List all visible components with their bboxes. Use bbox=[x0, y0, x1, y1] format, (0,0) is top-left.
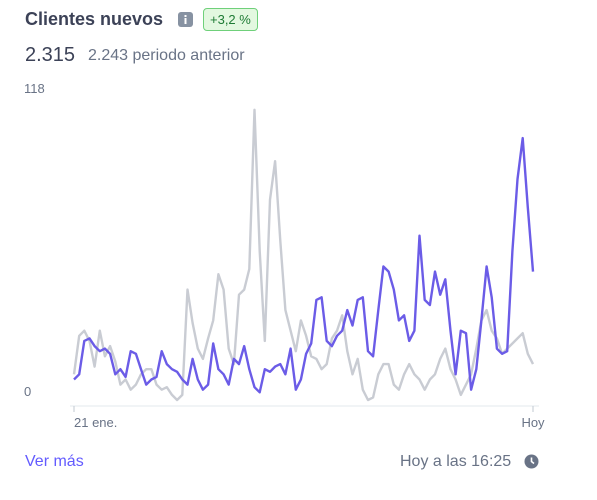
y-tick-label: 118 bbox=[24, 81, 45, 96]
change-badge: +3,2 % bbox=[203, 8, 258, 31]
see-more-link[interactable]: Ver más bbox=[25, 453, 84, 470]
title: Clientes nuevos bbox=[25, 9, 164, 29]
x-tick-label: 21 ene. bbox=[74, 415, 117, 430]
x-tick-label: Hoy bbox=[521, 415, 545, 430]
updated-time: Hoy a las 16:25 bbox=[400, 453, 512, 470]
chart: 0 118 21 ene. Hoy bbox=[24, 81, 545, 430]
info-icon[interactable] bbox=[178, 12, 193, 27]
series-line bbox=[72, 108, 535, 402]
total: 2.315 bbox=[25, 44, 76, 66]
clock-icon bbox=[524, 454, 539, 469]
series-line bbox=[73, 136, 535, 394]
previous-total: 2.243 periodo anterior bbox=[88, 47, 245, 64]
y-tick-label: 0 bbox=[24, 384, 31, 399]
